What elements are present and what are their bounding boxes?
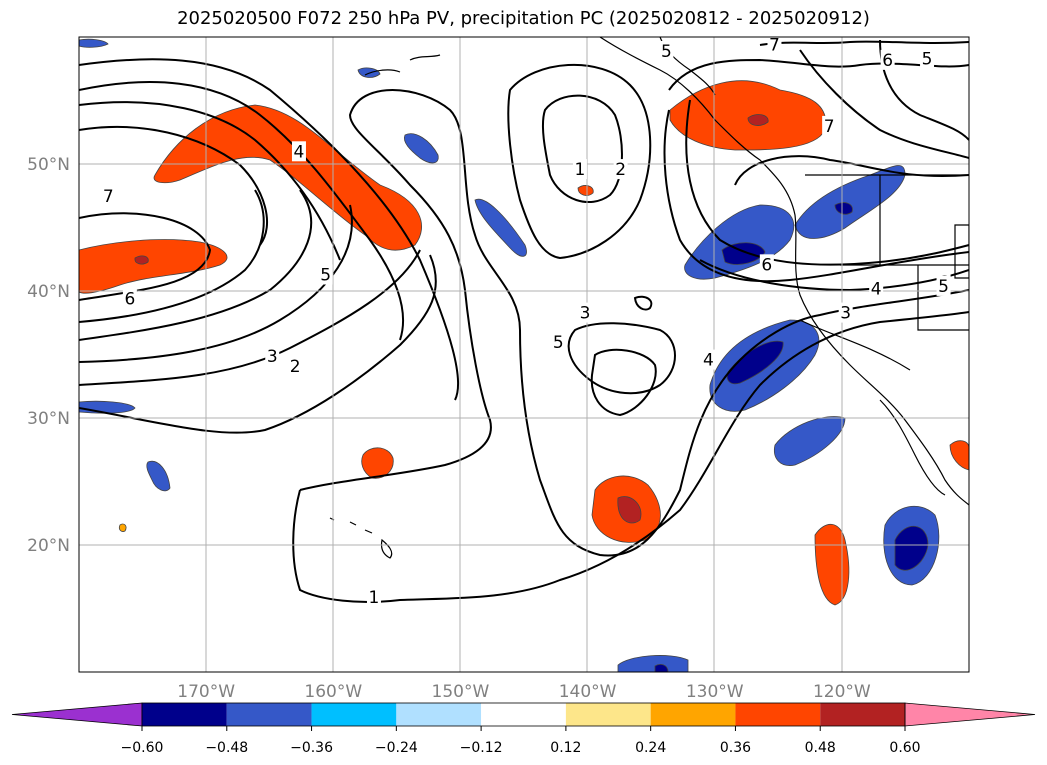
contour-label-bg [920,48,935,69]
colorbar: −0.60 −0.48 −0.36 −0.24 −0.12 0.12 0.24 0.36 0.4… [11,702,1036,756]
pv-contours [79,39,969,603]
contour-label: 5 [320,265,331,285]
lat-tick-label: 20°N [27,536,70,556]
lon-tick-label: 130°W [686,682,744,702]
contour-label: 6 [761,255,772,275]
colorbar-segment [820,703,905,726]
contour-label: 3 [840,304,851,324]
colorbar-tick-label: 0.12 [550,740,581,756]
colorbar-segment [650,703,736,726]
colorbar-segment [481,703,566,726]
longitude-tick-labels: 170°W 160°W 150°W 140°W 130°W 120°W [177,682,871,702]
contour-label-bg [366,587,381,608]
contour-label-bg [822,115,837,136]
colorbar-tick-label: −0.36 [290,740,333,756]
contour-label-bg [759,254,774,275]
contour-label-bg [288,355,303,376]
colorbar-segment [226,703,312,726]
colorbar-segment [735,703,821,726]
contour-label-bg [101,185,116,206]
contour-label-bg [122,288,137,309]
contour-label: 4 [871,279,882,299]
contour-label: 7 [769,36,780,56]
contour-label: 5 [553,333,564,353]
contour-label-bg [551,331,566,352]
lon-tick-label: 140°W [559,682,617,702]
lat-tick-label: 30°N [27,409,70,429]
contour-label: 5 [938,277,949,297]
colorbar-tick-label: −0.48 [205,740,248,756]
colorbar-tick-label: 0.24 [635,740,666,756]
lat-tick-label: 50°N [27,155,70,175]
map-frame [78,36,970,673]
contour-label-bg [659,40,674,61]
contour-label: 7 [824,117,835,137]
contour-label: 3 [267,347,278,367]
contour-label: 4 [703,351,714,371]
contour-label: 5 [661,42,672,62]
colorbar-tick-label: 0.36 [720,740,751,756]
contour-label-bg [767,37,782,55]
contour-label: 1 [575,160,586,180]
contour-labels: 7654321123564345765765 [101,36,951,608]
latitude-tick-labels: 50°N 40°N 30°N 20°N [27,155,70,556]
contour-label-bg [265,345,280,366]
contour-label-bg [936,275,951,296]
colorbar-tick-label: −0.24 [375,740,418,756]
colorbar-outline [141,702,906,727]
contour-label: 1 [369,588,380,608]
contour-label-bg [838,302,853,323]
contour-label: 4 [294,142,305,162]
contour-label: 2 [290,357,301,377]
contour-label-bg [869,278,884,299]
contour-label: 6 [124,290,135,310]
lon-tick-label: 150°W [432,682,490,702]
colorbar-tick-label: −0.12 [460,740,503,756]
lon-tick-label: 120°W [813,682,871,702]
contour-label: 7 [103,187,114,207]
colorbar-extend-high [904,702,1036,727]
contour-label-bg [578,302,593,323]
contour-label: 5 [922,50,933,70]
lat-tick-label: 40°N [27,282,70,302]
colorbar-segment [396,703,482,726]
colorbar-tick-label: −0.60 [121,740,164,756]
lon-tick-label: 160°W [304,682,362,702]
contour-label-bg [701,349,716,370]
colorbar-segment [311,703,397,726]
colorbar-extend-low [11,702,143,727]
contour-label-bg [613,159,628,180]
contour-label: 6 [882,51,893,71]
map-title: 2025020500 F072 250 hPa PV, precipitatio… [177,8,870,29]
colorbar-segment [565,703,651,726]
contour-label: 2 [615,160,626,180]
contour-label-bg [318,264,333,285]
colorbar-segment [142,703,227,726]
contour-label-bg [291,141,306,162]
colorbar-tick-label: 0.48 [805,740,836,756]
colorbar-tick-label: 0.60 [889,740,920,756]
contour-label: 3 [580,304,591,324]
lon-tick-label: 170°W [177,682,235,702]
contour-label-bg [572,159,587,180]
contour-label-bg [880,49,895,70]
